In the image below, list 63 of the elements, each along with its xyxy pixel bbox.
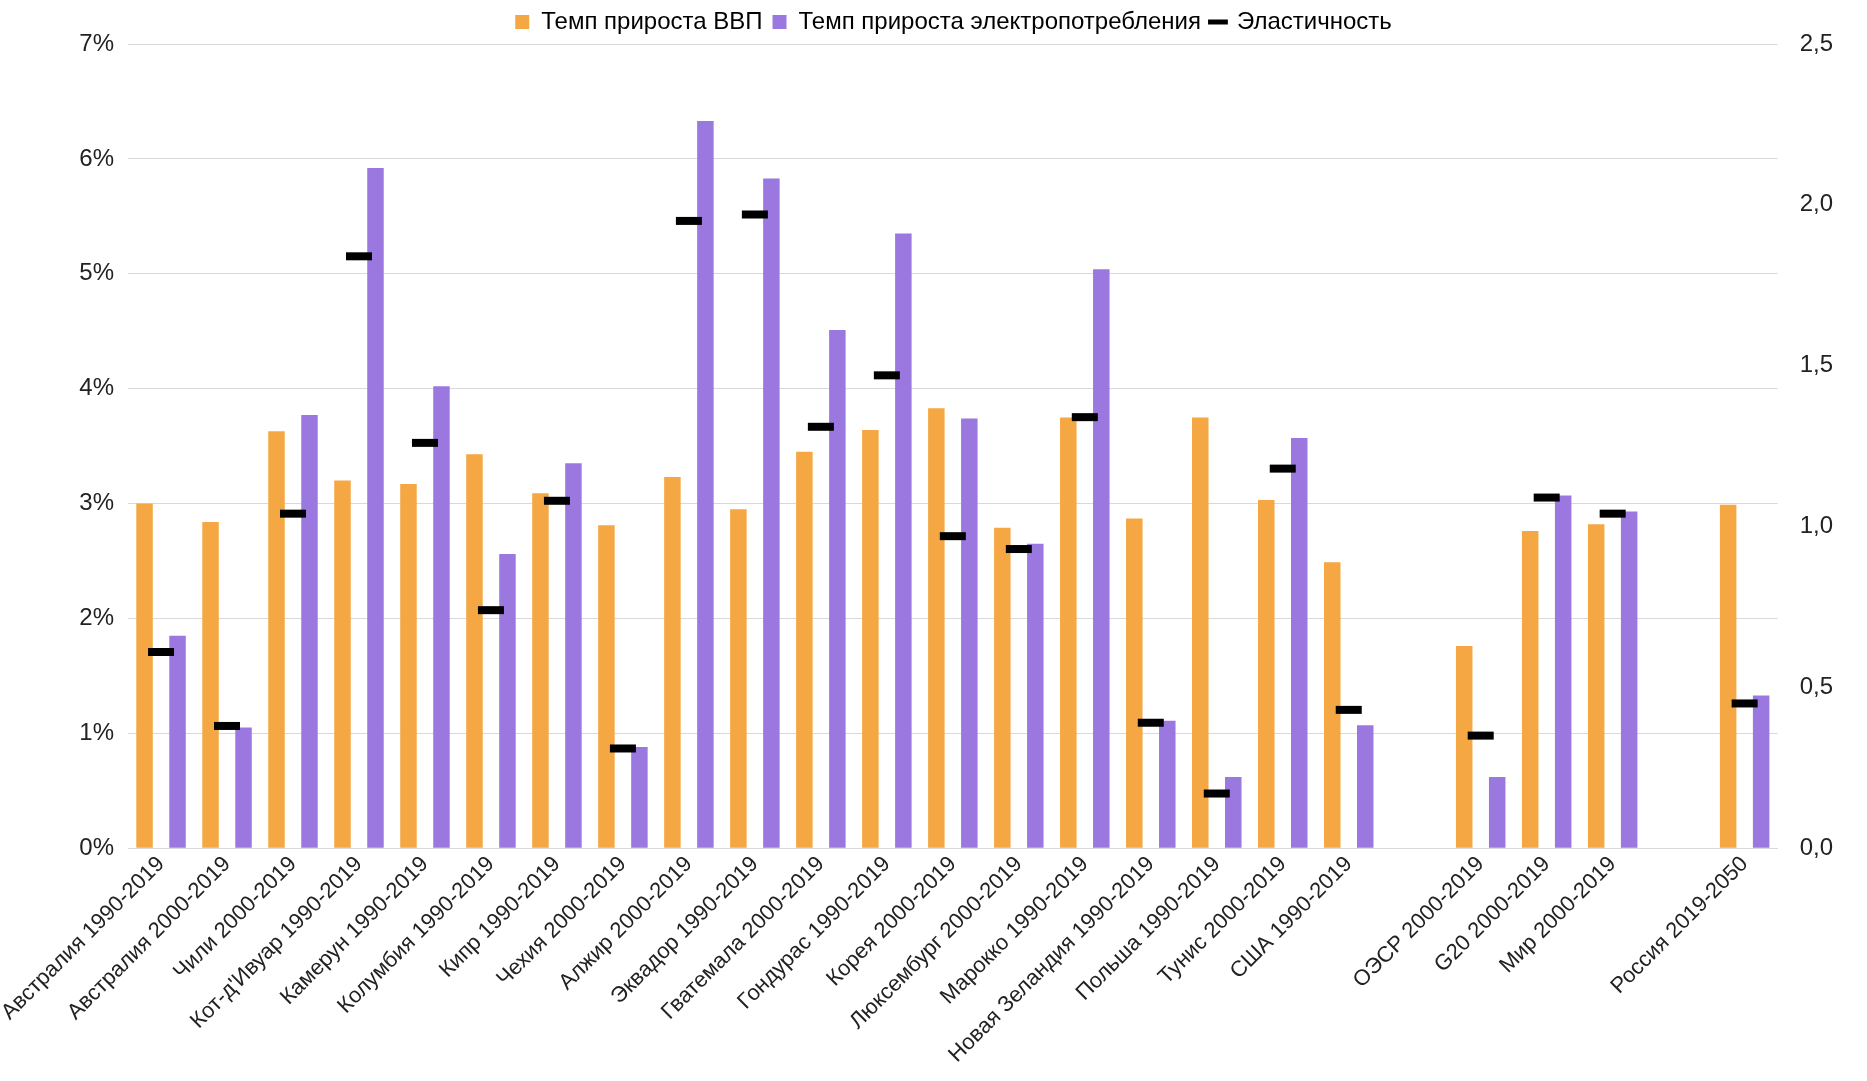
bar <box>169 635 186 848</box>
bar <box>1291 438 1308 848</box>
y-tick-label: 7% <box>79 28 115 56</box>
bar <box>466 454 483 848</box>
bar <box>631 747 648 848</box>
bar <box>895 233 912 848</box>
bar <box>1752 695 1770 848</box>
bar <box>1554 495 1572 848</box>
bar <box>1719 504 1737 848</box>
y2-tick-label: 0,5 <box>1799 671 1834 699</box>
y-tick-label: 5% <box>79 258 115 286</box>
y2-tick-label: 1,5 <box>1799 350 1834 378</box>
y-tick-label: 4% <box>79 373 115 401</box>
bar <box>928 408 945 848</box>
y2-tick-label: 2,5 <box>1799 28 1834 56</box>
bar <box>1620 511 1638 848</box>
bar <box>334 480 351 848</box>
bar <box>1192 417 1209 848</box>
bar <box>697 120 714 848</box>
legend-label: Темп прироста ВВП <box>541 6 763 34</box>
bar <box>1587 524 1605 848</box>
bar <box>1258 500 1275 848</box>
bar <box>994 527 1011 848</box>
bar <box>301 415 318 848</box>
bar <box>763 178 780 848</box>
bar <box>862 430 879 848</box>
legend-label: Эластичность <box>1236 6 1392 34</box>
bar <box>136 503 153 848</box>
y-tick-label: 1% <box>79 717 115 745</box>
bar <box>1159 720 1176 848</box>
y2-tick-label: 2,0 <box>1799 189 1834 217</box>
bar <box>664 477 681 848</box>
bar <box>1126 518 1143 848</box>
bar <box>1488 776 1506 848</box>
y-tick-label: 2% <box>79 603 115 631</box>
y-tick-label: 0% <box>79 832 115 860</box>
bar <box>1356 725 1374 848</box>
bar <box>730 509 747 848</box>
bar <box>796 451 813 848</box>
legend-label: Темп прироста электропотребления <box>798 6 1201 34</box>
bar <box>1225 776 1242 848</box>
bar <box>1455 646 1473 848</box>
bar <box>1027 543 1044 848</box>
bar <box>532 493 549 848</box>
bar <box>433 386 450 848</box>
y-tick-label: 3% <box>79 488 115 516</box>
bar <box>829 330 846 848</box>
bar <box>598 525 615 848</box>
bar <box>235 727 252 848</box>
bar <box>367 168 384 848</box>
bar <box>961 418 978 848</box>
bar <box>400 484 417 848</box>
bar <box>1060 417 1077 848</box>
bar <box>1093 269 1110 848</box>
y2-tick-label: 0,0 <box>1799 832 1834 860</box>
bar <box>1324 562 1341 848</box>
bar <box>565 463 582 848</box>
y-tick-label: 6% <box>79 143 115 171</box>
bar <box>499 554 516 848</box>
bar <box>268 431 285 848</box>
bar <box>1521 531 1539 848</box>
bar <box>202 521 219 848</box>
y2-tick-label: 1,0 <box>1799 511 1834 539</box>
